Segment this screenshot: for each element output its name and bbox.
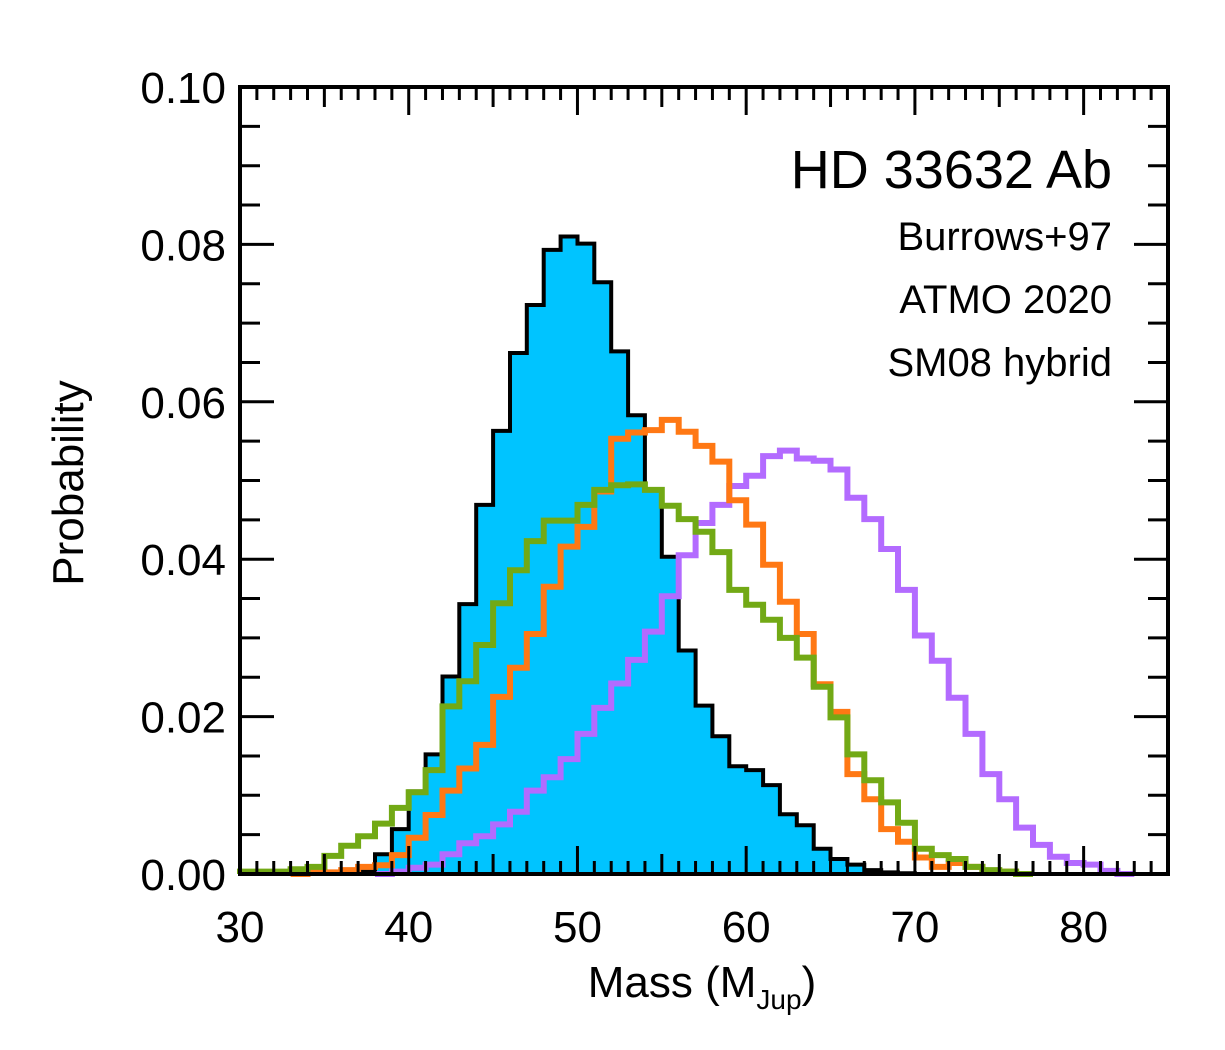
y-tick-label-2: 0.04 bbox=[140, 536, 226, 585]
hist-line-atmo-2020 bbox=[290, 416, 1033, 877]
y-tick-label-1: 0.02 bbox=[140, 694, 226, 743]
y-tick-label-5: 0.10 bbox=[140, 64, 226, 113]
plot-area bbox=[237, 234, 1168, 877]
x-axis-label-main: Mass (M bbox=[588, 958, 757, 1007]
x-tick-label-60: 60 bbox=[722, 903, 771, 952]
y-tick-label-4: 0.08 bbox=[140, 221, 226, 270]
y-tick-label-3: 0.06 bbox=[140, 379, 226, 428]
x-tick-label-40: 40 bbox=[384, 903, 433, 952]
hist-line-burrows-97 bbox=[375, 447, 1135, 877]
x-axis-label: Mass (MJup) bbox=[588, 958, 816, 1015]
tick-labels: 30 40 50 60 70 80 0.00 0.02 0.04 0.06 0.08 0.10 bbox=[140, 64, 1108, 952]
y-tick-label-0: 0.00 bbox=[140, 851, 226, 900]
legend-sm08: SM08 hybrid bbox=[887, 341, 1112, 385]
y-axis-label: Probability bbox=[44, 380, 93, 585]
x-axis-label-sub: Jup bbox=[756, 984, 801, 1015]
x-tick-label-30: 30 bbox=[216, 903, 265, 952]
x-tick-label-50: 50 bbox=[553, 903, 602, 952]
hist-fill-combined-filled bbox=[240, 236, 1168, 874]
ticks bbox=[238, 85, 1170, 876]
x-tick-label-80: 80 bbox=[1059, 903, 1108, 952]
hist-line-sm08-hybrid bbox=[237, 481, 1033, 877]
chart-title: HD 33632 Ab bbox=[791, 140, 1112, 200]
x-tick-label-70: 70 bbox=[890, 903, 939, 952]
legend-burrows: Burrows+97 bbox=[897, 215, 1112, 259]
legend-atmo: ATMO 2020 bbox=[899, 278, 1112, 322]
x-axis-label-close: ) bbox=[802, 958, 817, 1007]
